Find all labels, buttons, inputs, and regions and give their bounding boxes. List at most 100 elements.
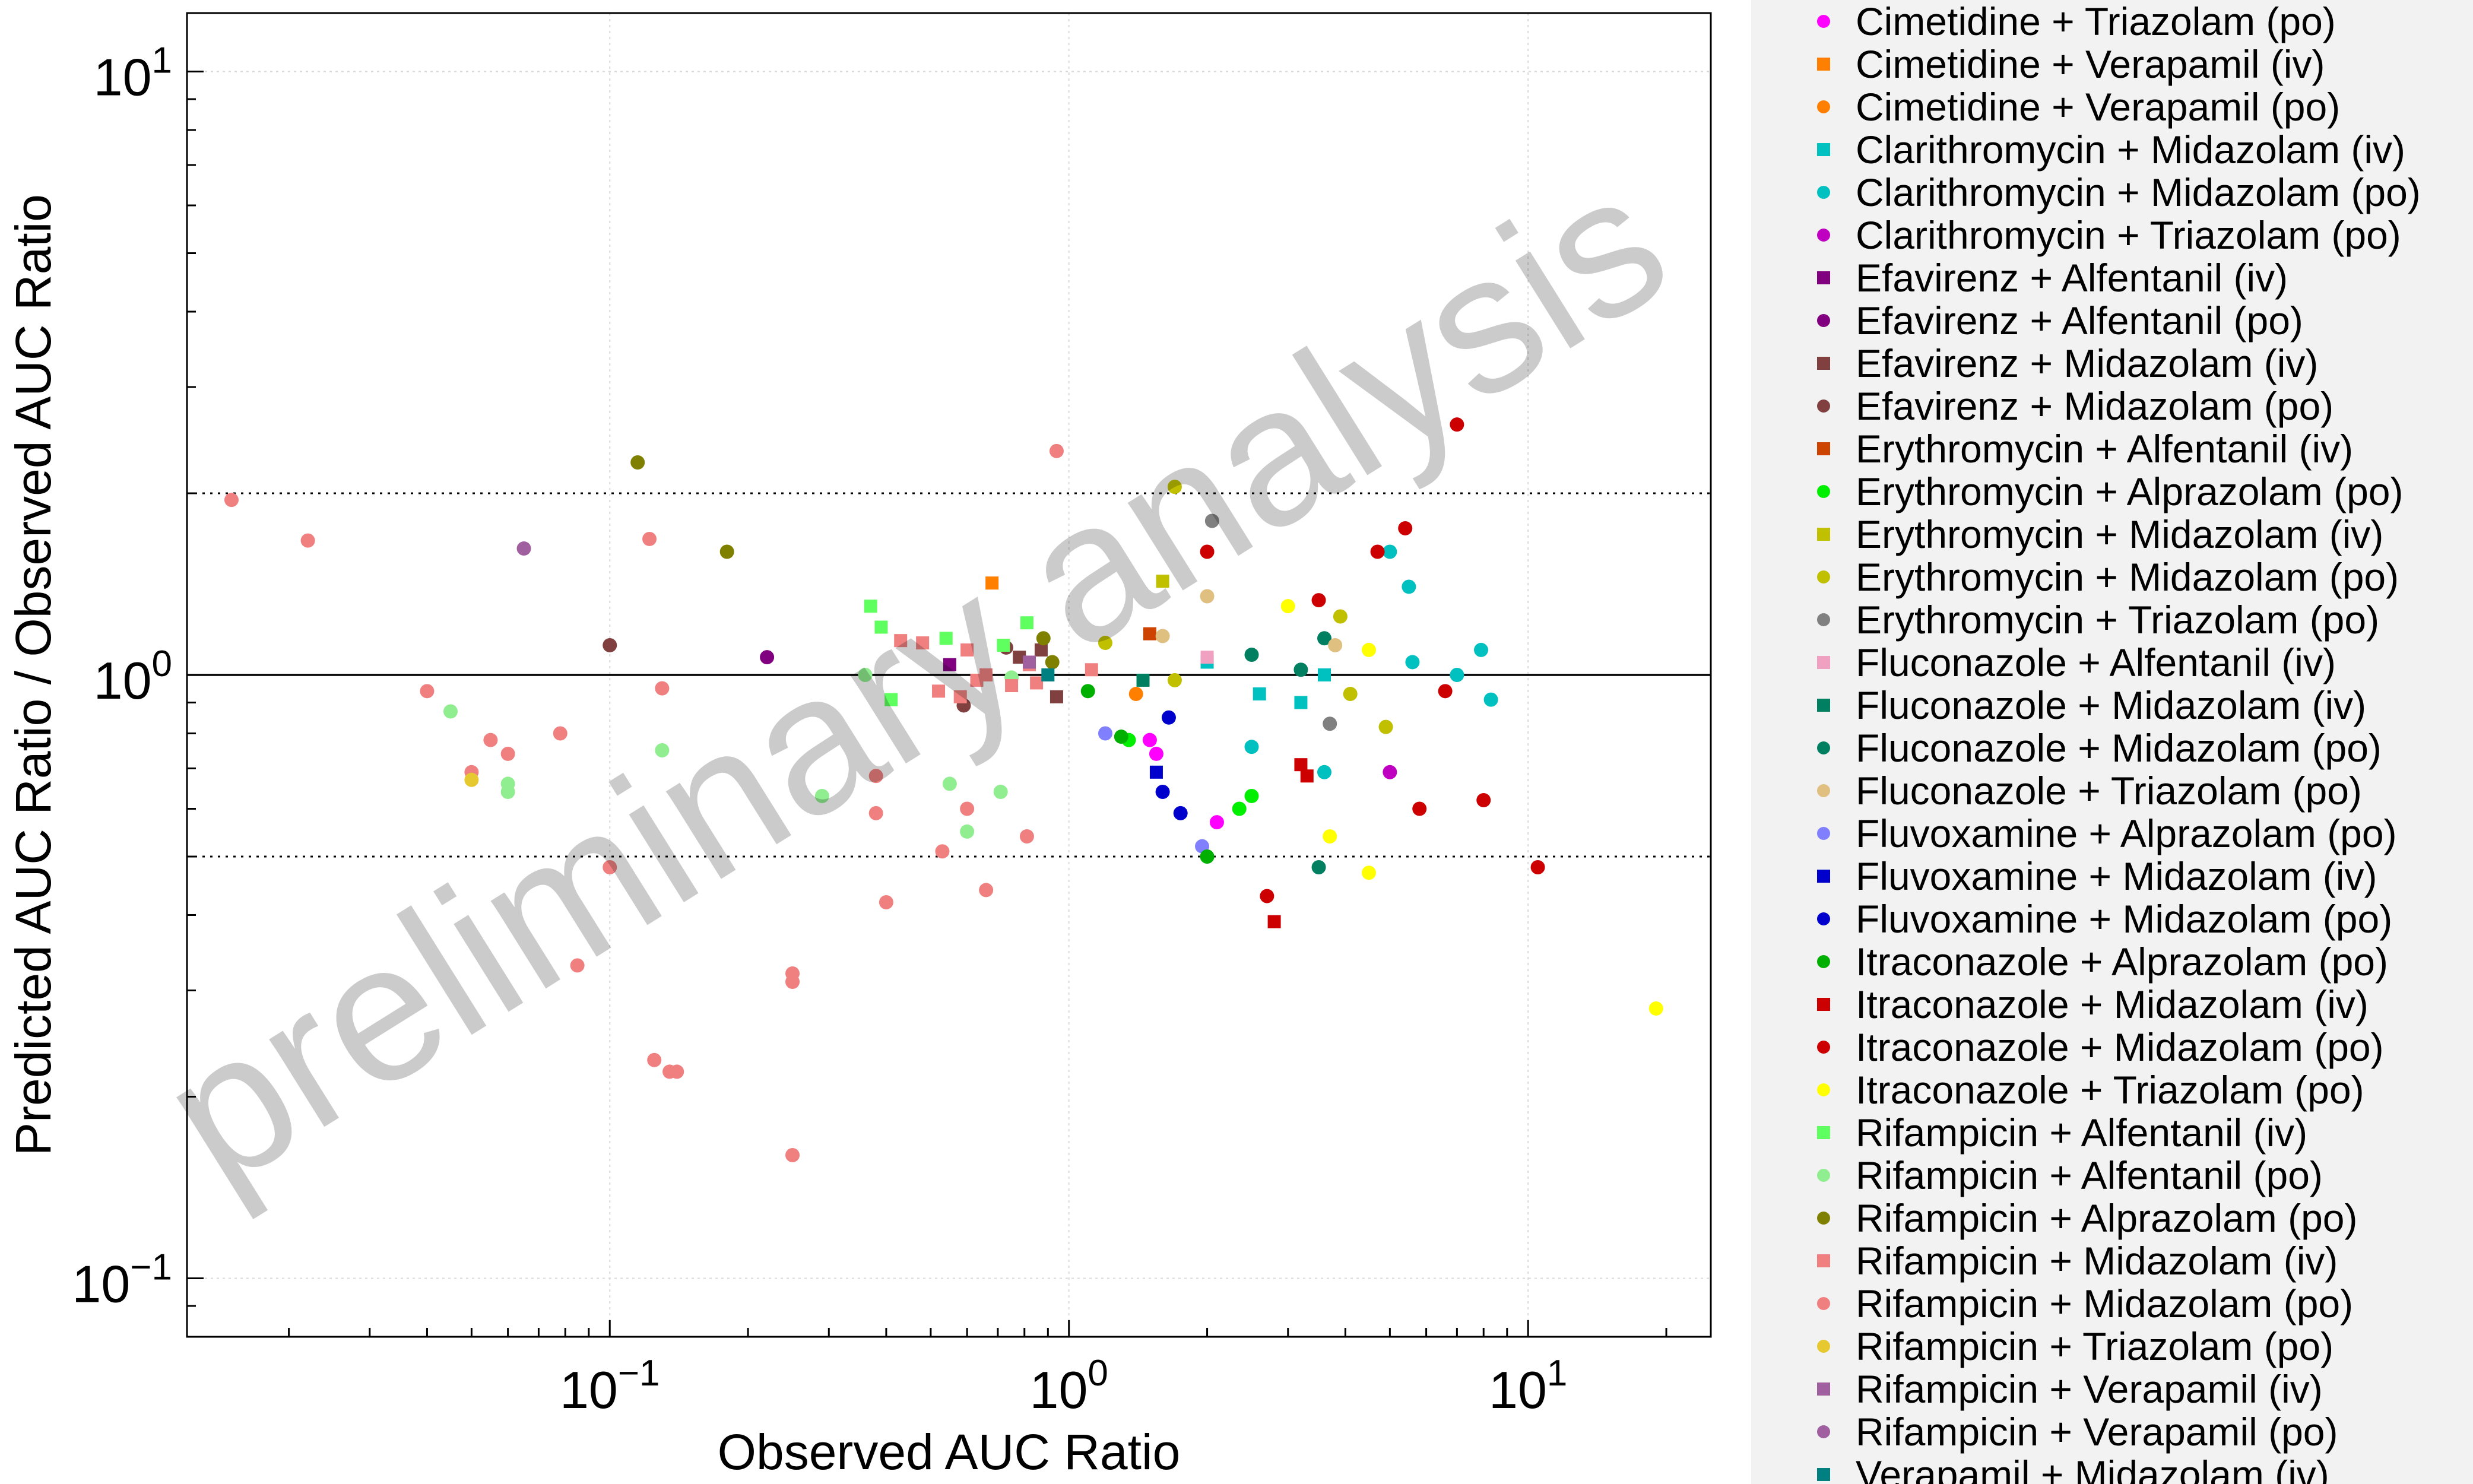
data-point	[960, 824, 975, 839]
data-point	[1200, 589, 1215, 604]
legend-entry: Efavirenz + Midazolam (iv)	[1817, 341, 2318, 385]
legend-entry: Erythromycin + Midazolam (iv)	[1817, 512, 2383, 556]
data-point	[858, 668, 873, 682]
legend-label: Itraconazole + Alprazolam (po)	[1856, 940, 2388, 984]
data-point	[1474, 642, 1489, 657]
legend-label: Rifampicin + Verapamil (po)	[1856, 1410, 2338, 1454]
data-point	[1023, 655, 1036, 669]
data-point	[655, 681, 670, 696]
x-axis-label: Observed AUC Ratio	[718, 1424, 1181, 1480]
legend-marker	[1817, 570, 1830, 584]
data-point	[443, 704, 458, 719]
legend-marker	[1817, 15, 1830, 28]
legend-label: Erythromycin + Triazolam (po)	[1856, 598, 2379, 642]
legend-label: Rifampicin + Verapamil (iv)	[1856, 1367, 2323, 1411]
data-point	[1098, 636, 1112, 651]
legend-entry: Fluconazole + Midazolam (po)	[1817, 726, 2382, 770]
legend-entry: Rifampicin + Alfentanil (po)	[1817, 1153, 2323, 1197]
data-point	[1136, 673, 1150, 687]
data-point	[1098, 726, 1112, 741]
data-point	[1143, 627, 1156, 640]
data-point	[1476, 793, 1491, 808]
data-point	[603, 860, 617, 875]
data-point	[1209, 815, 1224, 830]
data-point	[868, 769, 883, 784]
legend-label: Cimetidine + Triazolam (po)	[1856, 0, 2336, 43]
legend-marker	[1817, 1297, 1830, 1310]
legend-label: Efavirenz + Midazolam (po)	[1856, 384, 2334, 428]
data-point	[939, 632, 953, 645]
legend-entry: Rifampicin + Midazolam (iv)	[1817, 1239, 2338, 1283]
legend-label: Clarithromycin + Midazolam (iv)	[1856, 128, 2405, 172]
legend-entry: Fluvoxamine + Midazolam (iv)	[1817, 854, 2377, 898]
data-point	[1361, 865, 1376, 880]
legend-entry: Efavirenz + Alfentanil (po)	[1817, 299, 2303, 343]
data-point	[1005, 679, 1019, 693]
data-point	[1161, 710, 1176, 725]
data-point	[1530, 860, 1545, 875]
legend-marker	[1817, 100, 1830, 113]
data-point	[785, 975, 800, 990]
x-tick-label-base: 10	[1489, 1361, 1547, 1419]
legend-entry: Itraconazole + Alprazolam (po)	[1817, 940, 2388, 984]
data-point	[997, 638, 1010, 652]
data-point	[1648, 1001, 1663, 1016]
data-point	[464, 772, 479, 787]
data-point	[942, 776, 957, 791]
x-tick-label-exponent: 1	[1547, 1353, 1567, 1394]
data-point	[1041, 668, 1055, 681]
legend-entry: Fluvoxamine + Alprazolam (po)	[1817, 811, 2397, 855]
legend-label: Verapamil + Midazolam (iv)	[1856, 1453, 2329, 1484]
data-point	[570, 958, 585, 973]
legend-entry: Itraconazole + Midazolam (iv)	[1817, 982, 2369, 1026]
data-point	[874, 620, 888, 634]
legend-marker	[1817, 827, 1830, 840]
legend-marker	[1817, 1382, 1830, 1396]
data-point	[864, 600, 877, 613]
legend-label: Rifampicin + Midazolam (iv)	[1856, 1239, 2338, 1283]
data-point	[985, 576, 999, 590]
legend-marker	[1817, 870, 1830, 883]
data-point	[553, 726, 567, 741]
data-point	[1049, 443, 1064, 458]
legend-marker	[1817, 1169, 1830, 1182]
data-point	[1200, 544, 1215, 559]
legend-marker	[1817, 699, 1830, 712]
data-point	[1402, 579, 1416, 594]
data-point	[1200, 651, 1214, 664]
legend-marker	[1817, 741, 1830, 754]
legend-label: Erythromycin + Midazolam (iv)	[1856, 512, 2383, 556]
data-point	[979, 883, 994, 898]
legend-marker	[1817, 485, 1830, 498]
data-point	[1370, 544, 1385, 559]
legend-entry: Cimetidine + Verapamil (iv)	[1817, 42, 2325, 86]
data-point	[1156, 575, 1169, 588]
data-point	[1200, 849, 1215, 864]
legend-label: Fluvoxamine + Midazolam (iv)	[1856, 854, 2377, 898]
legend-label: Itraconazole + Midazolam (iv)	[1856, 982, 2369, 1026]
data-point	[1085, 663, 1098, 677]
data-point	[1333, 609, 1348, 624]
data-point	[1311, 860, 1326, 875]
legend-label: Rifampicin + Triazolam (po)	[1856, 1324, 2334, 1368]
legend-marker	[1817, 1126, 1830, 1139]
data-point	[1013, 651, 1026, 664]
data-point	[814, 788, 829, 803]
legend-entry: Erythromycin + Triazolam (po)	[1817, 598, 2379, 642]
x-tick-label-exponent: −1	[618, 1353, 660, 1394]
data-point	[1438, 684, 1453, 699]
data-point	[1405, 655, 1420, 670]
x-tick-label-base: 10	[560, 1361, 618, 1419]
legend-marker	[1817, 186, 1830, 199]
data-point	[1034, 643, 1048, 657]
legend-label: Erythromycin + Alprazolam (po)	[1856, 470, 2404, 513]
data-point	[879, 895, 893, 909]
legend-marker	[1817, 143, 1830, 156]
legend-marker	[1817, 1212, 1830, 1225]
legend-entry: Cimetidine + Triazolam (po)	[1817, 0, 2336, 43]
data-point	[647, 1052, 662, 1067]
data-point	[1450, 417, 1464, 432]
legend-label: Clarithromycin + Midazolam (po)	[1856, 170, 2421, 214]
data-point	[655, 743, 670, 757]
